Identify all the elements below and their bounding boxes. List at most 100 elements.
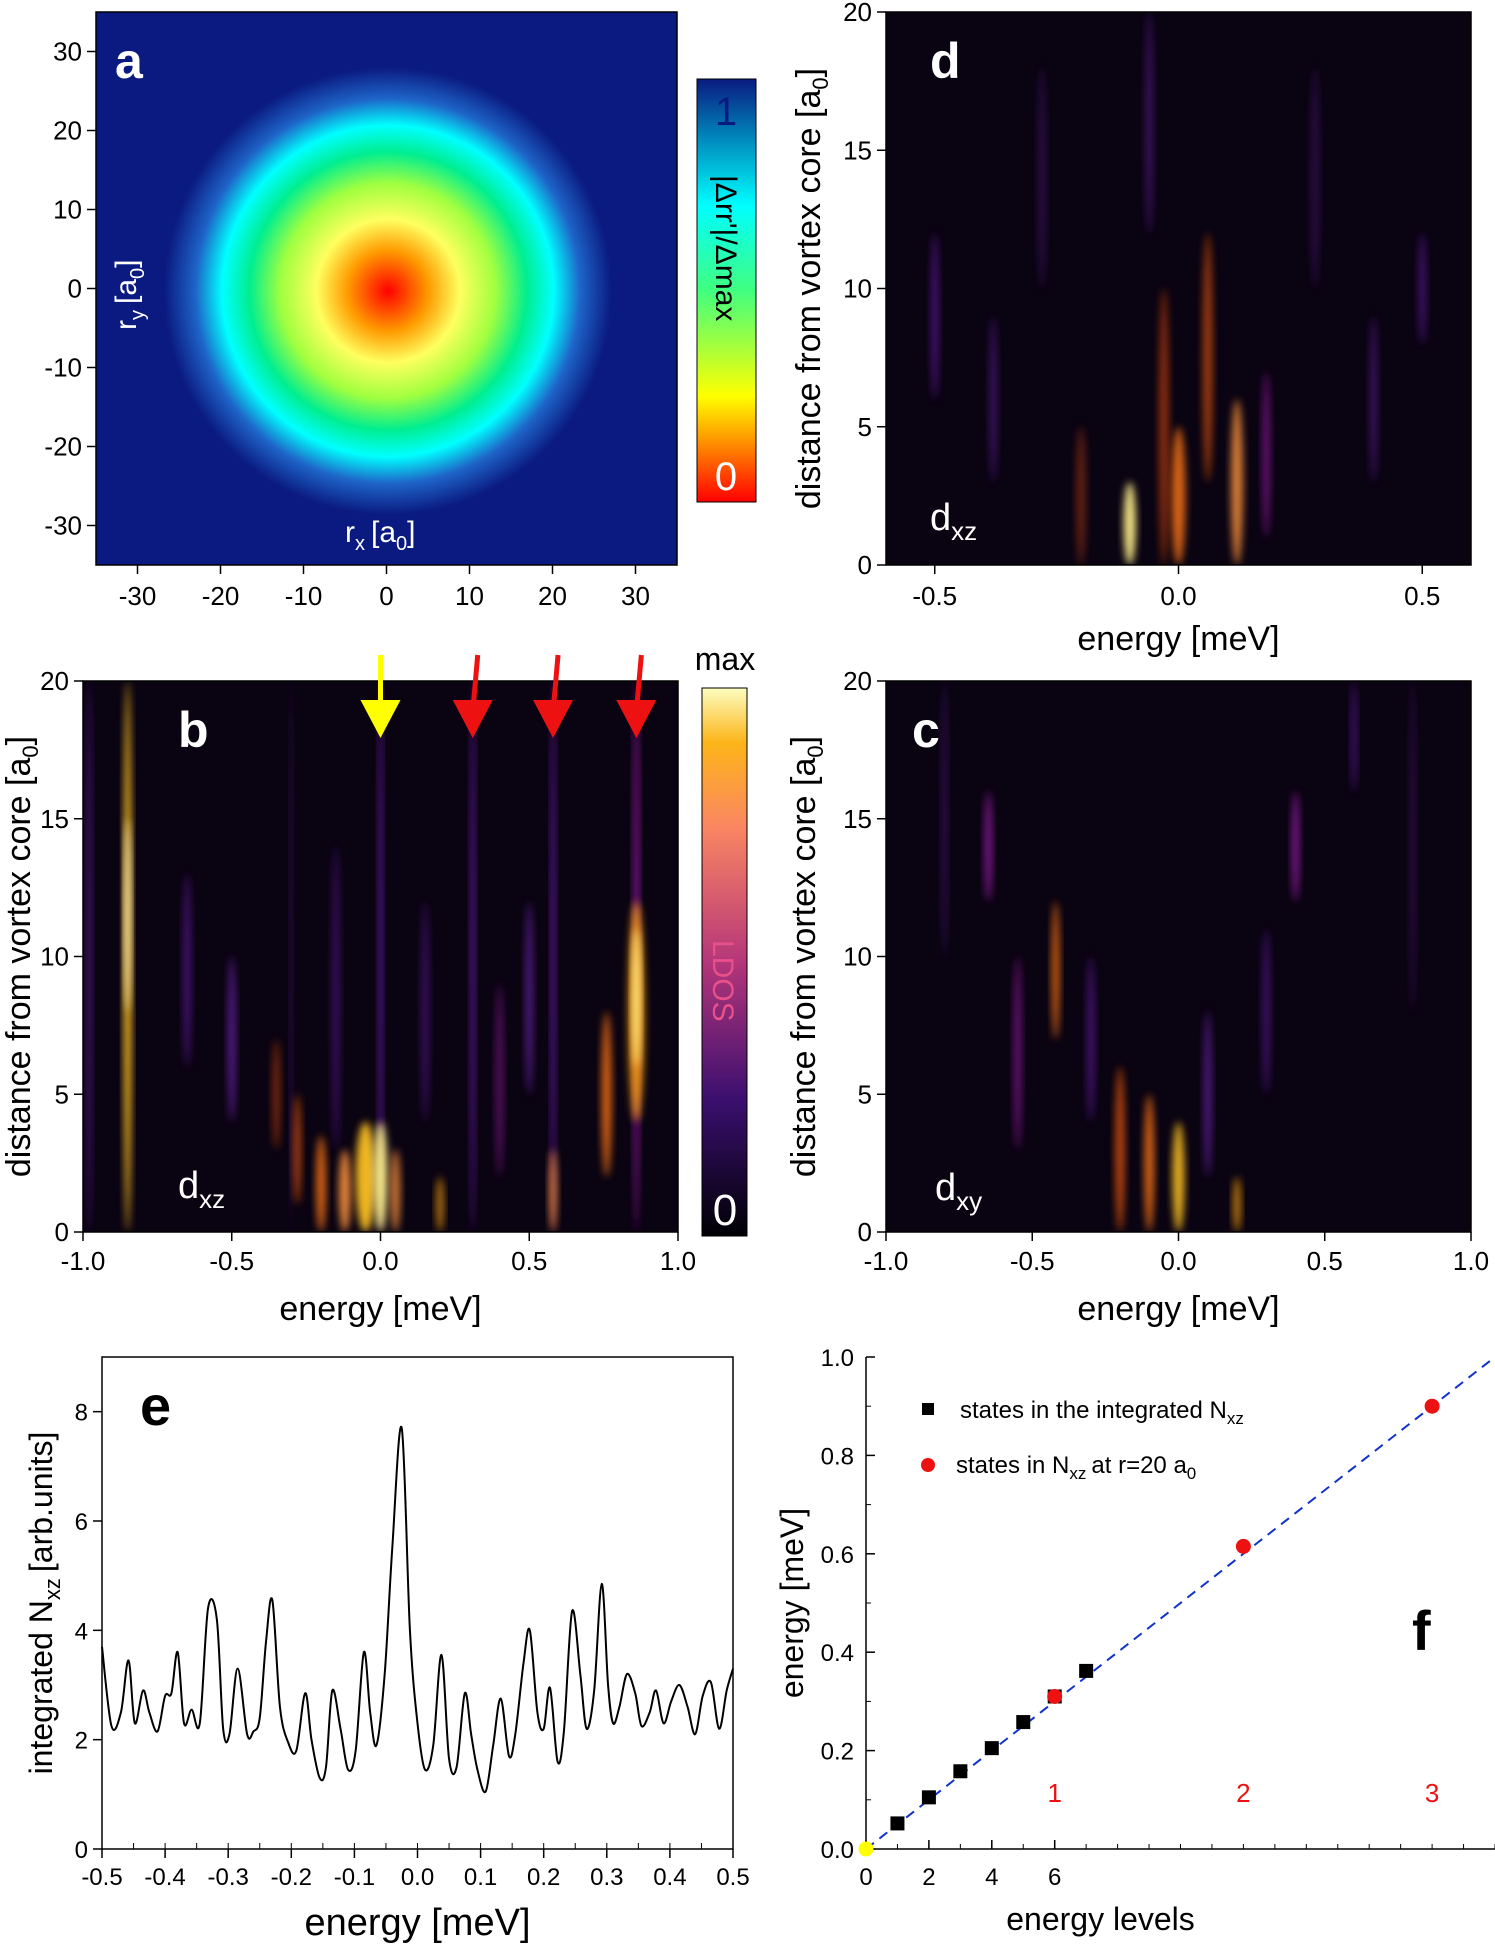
data-point-square [1079,1663,1094,1678]
panel-b-ylabel: distance from vortex core [a0] [0,736,43,1177]
ldos-streak [1115,1066,1125,1232]
ldos-streak [421,901,430,1122]
panel-f-ylabel: energy [meV] [774,1508,810,1698]
panel-f-ticks: 0 2 4 6 0.0 0.2 0.4 0.6 0.8 1.0 [821,1345,1495,1891]
x-tick-label: 0.3 [590,1864,623,1891]
arrow-head [616,700,657,738]
panel-f-xlabel: energy levels [1006,1901,1195,1937]
ldos-streak [1086,956,1095,1122]
ldos-streak [1171,426,1186,565]
ldos-streak [1013,956,1022,1150]
x-tick-label: -0.5 [1010,1246,1055,1276]
y-tick-label: 10 [843,942,872,972]
panel-a-colorbar [696,78,757,503]
data-point-square [1016,1715,1031,1730]
panel-c-orbital: dxy [935,1167,982,1216]
y-tick-label: 0 [68,274,82,304]
ldos-streak [373,1121,388,1232]
y-tick-label: 0.6 [821,1542,854,1569]
ldos-streak [1409,681,1416,1012]
ldos-streak [1369,316,1378,483]
arrow-head [360,700,401,738]
x-tick-label: -0.4 [144,1864,185,1891]
ldos-streak [1158,288,1169,565]
panel-b-arrows [360,654,657,738]
x-tick-label: 0.1 [464,1864,497,1891]
x-tick-label: 1.0 [1453,1246,1489,1276]
panel-e-xlabel: energy [meV] [305,1902,531,1944]
y-tick-label: 5 [858,1079,872,1109]
data-point-circle [1424,1398,1440,1414]
y-tick-label: 0 [858,1217,872,1247]
ldos-streak [549,1149,558,1232]
red-level-label: 2 [1236,1778,1250,1808]
panel-e-frame [101,1356,734,1850]
panel-b-letter: b [178,702,209,758]
panel-d-letter: d [930,33,961,89]
panel-a-letter: a [115,33,144,89]
legend-r20-label: states in Nxz at r=20 a0 [956,1452,1196,1483]
x-tick-label: -20 [202,581,240,611]
ldos-streak [378,681,383,1232]
ldos-streak [316,1135,326,1232]
x-tick-label: 0.0 [362,1246,398,1276]
panel-e-ylabel: integrated Nxz[arb.units] [23,1432,65,1775]
y-tick-label: 20 [40,666,69,696]
y-tick-label: 20 [53,116,82,146]
ldos-streak [124,818,131,1012]
y-tick-label: 15 [843,804,872,834]
ldos-streak [601,1011,612,1177]
x-tick-label: -0.5 [81,1864,122,1891]
ldos-streak [525,901,534,1095]
ldos-streak [930,233,939,400]
ldos-streak [941,681,948,957]
x-tick-label: 0.5 [511,1246,547,1276]
colorbar-b-min-label: 0 [713,1186,737,1235]
x-tick-label: 0.0 [1160,581,1196,611]
y-tick-label: 8 [75,1400,88,1427]
gap-magnitude-map [164,67,612,515]
panel-a-ticks: -30 -20 -10 0 10 20 30 -30 -20 -10 0 10 20 30 [44,37,650,612]
x-tick-label: 6 [1048,1864,1061,1891]
panel-d-xlabel: energy [meV] [1077,620,1279,658]
y-tick-label: 0 [55,1217,69,1247]
colorbar-b-label: LDOS [706,940,739,1022]
ldos-streak [183,873,192,1067]
x-tick-label: 4 [985,1864,998,1891]
x-tick-label: 2 [922,1864,935,1891]
ldos-streak [1076,426,1086,565]
y-tick-label: 0 [75,1837,88,1864]
y-tick-label: 0.0 [821,1837,854,1864]
red-level-label: 1 [1047,1778,1061,1808]
ldos-streak [495,984,504,1177]
data-point-square [890,1816,905,1831]
x-tick-label: 1.0 [660,1246,696,1276]
ldos-streak [1311,67,1319,289]
ldos-streak [390,1149,401,1232]
colorbar-b-max-label: max [695,641,755,677]
ldos-streak [227,956,236,1122]
y-tick-label: 0.8 [821,1443,854,1470]
y-tick-label: 15 [40,804,69,834]
panel-d-orbital: dxz [930,497,977,546]
ldos-streak [338,1149,351,1232]
ldos-streak [331,846,340,1150]
panel-d: -0.5 0.0 0.5 0 5 10 15 20 d dxz distance from v… [790,0,1472,658]
x-tick-label: -10 [285,581,323,611]
data-point-circle [1235,1538,1251,1554]
data-point-square [953,1764,968,1779]
panel-b-ldos-map [85,681,645,1232]
y-tick-label: 30 [53,37,82,67]
x-tick-label: 0.5 [1307,1246,1343,1276]
y-tick-label: 2 [75,1728,88,1755]
y-tick-label: 4 [75,1618,88,1645]
data-point-circle [858,1841,874,1857]
panel-c-ticks: -1.0 -0.5 0.0 0.5 1.0 0 5 10 15 20 [843,666,1489,1276]
x-tick-label: 0.2 [527,1864,560,1891]
x-tick-label: 20 [538,581,567,611]
ldos-streak [1262,928,1271,1095]
ldos-streak [1038,67,1046,289]
y-tick-label: 5 [858,412,872,442]
